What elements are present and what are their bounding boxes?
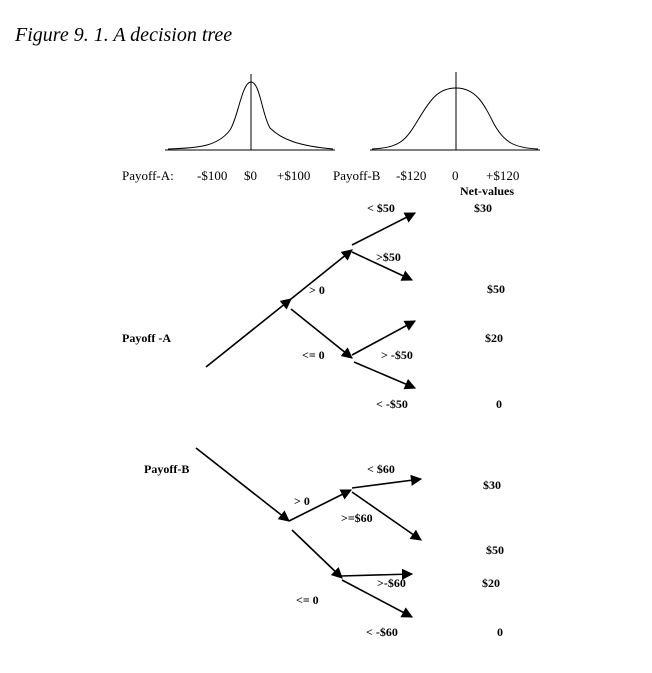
- tree-a-branch-neg-label: <= 0: [302, 348, 325, 362]
- tree-b-neg-child-1-label: >-$60: [377, 576, 406, 590]
- payoff-a-tick-zero: $0: [244, 168, 257, 183]
- payoff-b-tick-high: +$120: [486, 168, 520, 183]
- tree-a-root-label: Payoff -A: [122, 331, 171, 345]
- tree-b-branch-neg-label: <= 0: [296, 593, 319, 607]
- tree-a-neg-child-2-label: < -$50: [376, 397, 408, 411]
- tree-a-net-value-3: $20: [485, 331, 503, 345]
- payoff-b-tick-low: -$120: [396, 168, 427, 183]
- net-values-header: Net-values: [460, 184, 514, 198]
- tree-b-net-value-4: 0: [497, 625, 503, 639]
- distribution-b-curve: [370, 72, 540, 151]
- tree-a-branch-pos-label: > 0: [309, 283, 325, 297]
- tree-a-net-value-2: $50: [487, 282, 505, 296]
- tree-b-root-label: Payoff-B: [144, 462, 190, 476]
- payoff-a-axis-label: Payoff-A:: [122, 168, 174, 183]
- tree-a-net-value-1: $30: [474, 201, 492, 215]
- figure-title: Figure 9. 1. A decision tree: [15, 24, 233, 46]
- distribution-a-curve: [165, 74, 335, 151]
- payoff-b-axis-label: Payoff-B: [333, 168, 381, 183]
- tree-a-neg-child-1-label: > -$50: [381, 348, 413, 362]
- tree-b-branches: [195, 447, 423, 618]
- tree-b-net-value-2: $50: [486, 543, 504, 557]
- tree-b-pos-child-1-label: < $60: [367, 462, 395, 476]
- tree-a-pos-child-1-label: < $50: [367, 201, 395, 215]
- tree-b-net-value-3: $20: [482, 576, 500, 590]
- payoff-a-tick-high: +$100: [277, 168, 311, 183]
- payoff-b-tick-zero: 0: [452, 168, 459, 183]
- tree-b-pos-child-2-label: >=$60: [341, 511, 373, 525]
- tree-b-neg-child-2-label: < -$60: [366, 625, 398, 639]
- tree-b-branch-pos-label: > 0: [294, 494, 310, 508]
- tree-a-pos-child-2-label: >$50: [376, 250, 401, 264]
- tree-a-branches: [205, 212, 417, 390]
- tree-a-net-value-4: 0: [496, 397, 502, 411]
- payoff-a-tick-low: -$100: [197, 168, 228, 183]
- tree-b-net-value-1: $30: [483, 478, 501, 492]
